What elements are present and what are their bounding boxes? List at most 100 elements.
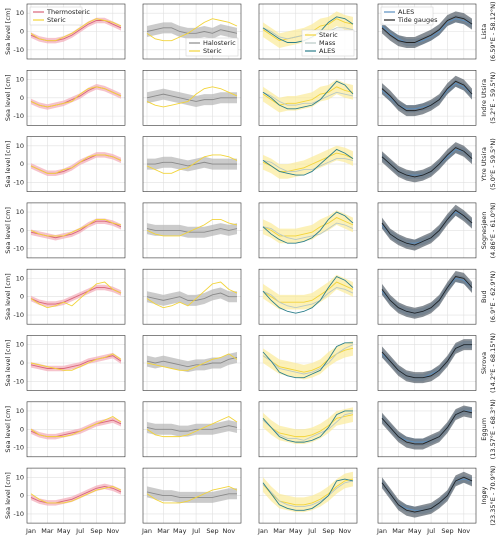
band xyxy=(382,271,472,319)
x-tick-label: Sep xyxy=(90,527,102,535)
x-tick-label: Mar xyxy=(273,527,286,535)
axes-frame xyxy=(377,335,477,391)
series-line xyxy=(30,353,122,371)
y-tick-label: 0 xyxy=(20,160,24,168)
series-line xyxy=(262,287,354,309)
panel xyxy=(377,401,477,458)
x-tick-label: Jan xyxy=(257,527,268,535)
band xyxy=(263,210,353,244)
series-line xyxy=(262,414,354,438)
panel xyxy=(377,202,477,259)
y-axis-label: Sea level [cm] xyxy=(4,472,12,519)
series-line xyxy=(381,147,473,178)
panel xyxy=(258,335,358,391)
station-name: Sognesjøen xyxy=(480,212,488,250)
panel xyxy=(258,401,358,458)
series-line xyxy=(262,80,354,110)
legend-label: Steric xyxy=(47,16,66,24)
axes-frame xyxy=(377,467,477,524)
legend-label: Thermosteric xyxy=(46,8,90,16)
band xyxy=(31,284,121,307)
series-line xyxy=(30,18,122,42)
panel: Jan Mar May Jul Sep Nov xyxy=(141,467,242,535)
y-tick-label: 10 xyxy=(16,75,24,83)
panel: -10 0 10 Sea level [cm] xyxy=(4,202,126,259)
band xyxy=(382,142,472,183)
y-axis-label: Sea level [cm] xyxy=(4,74,12,121)
y-tick-label: -10 xyxy=(13,444,24,452)
panel xyxy=(142,401,242,458)
band xyxy=(382,405,472,450)
series-line xyxy=(381,410,473,445)
axes-frame xyxy=(26,467,126,524)
axes-frame xyxy=(26,3,126,60)
x-tick-label: Jan xyxy=(376,527,387,535)
axes-frame xyxy=(142,70,242,126)
series-line xyxy=(262,211,354,244)
y-axis-label: Sea level [cm] xyxy=(4,406,12,453)
y-tick-label: 0 xyxy=(20,425,24,433)
series-line xyxy=(262,158,354,172)
y-tick-label: 0 xyxy=(20,293,24,301)
series-line xyxy=(146,415,238,438)
series-line xyxy=(146,491,237,498)
y-tick-label: 10 xyxy=(16,407,24,415)
series-line xyxy=(262,412,354,441)
axes-frame xyxy=(26,401,126,458)
axes-frame xyxy=(26,70,126,126)
series-line xyxy=(262,91,354,106)
series-line xyxy=(381,18,473,43)
series-line xyxy=(146,18,238,42)
band xyxy=(263,79,353,113)
axes-frame xyxy=(142,202,242,259)
axes-frame xyxy=(26,202,126,259)
x-tick-label: Mar xyxy=(41,527,54,535)
series-line xyxy=(146,154,238,174)
series-line xyxy=(146,425,238,432)
axes-frame xyxy=(142,3,242,60)
band xyxy=(147,156,237,172)
band xyxy=(382,11,472,49)
y-tick-label: -10 xyxy=(13,311,24,319)
station-coords: (6.59°E - 58.12°N) xyxy=(489,1,497,61)
panel xyxy=(377,70,477,126)
series-line xyxy=(262,480,354,508)
band xyxy=(147,352,237,373)
axes-frame xyxy=(142,268,242,325)
band xyxy=(147,420,237,437)
series-line xyxy=(381,476,473,513)
axes-frame xyxy=(377,401,477,458)
station-coords: (5.2°E - 59.5°N) xyxy=(489,72,497,124)
x-tick-label: Sep xyxy=(441,527,453,535)
series-line xyxy=(146,27,238,34)
axes-frame xyxy=(377,268,477,325)
series-line xyxy=(146,93,237,102)
panel: -10 0 10 Sea level [cm] Jan Mar May Jul Sep Nov xyxy=(4,467,126,535)
y-tick-label: 0 xyxy=(20,94,24,102)
axes-frame xyxy=(258,136,358,192)
panel xyxy=(142,335,242,391)
station-name: Ingøy xyxy=(480,486,488,504)
series-line xyxy=(262,275,354,314)
series-line xyxy=(30,86,122,108)
series-line xyxy=(146,485,238,504)
x-tick-label: Jan xyxy=(25,527,36,535)
x-tick-label: Sep xyxy=(322,527,334,535)
series-line xyxy=(30,485,122,504)
series-line xyxy=(30,281,122,309)
axes-frame xyxy=(258,335,358,391)
y-axis-label: Sea level [cm] xyxy=(4,340,12,387)
y-tick-label: 10 xyxy=(16,274,24,282)
y-axis-label: Sea level [cm] xyxy=(4,207,12,254)
axes-frame xyxy=(377,202,477,259)
series-line xyxy=(30,154,122,174)
station-coords: (4.86°E - 61.0°N) xyxy=(489,202,497,258)
band xyxy=(31,352,121,372)
band xyxy=(382,204,472,251)
series-line xyxy=(262,222,354,241)
